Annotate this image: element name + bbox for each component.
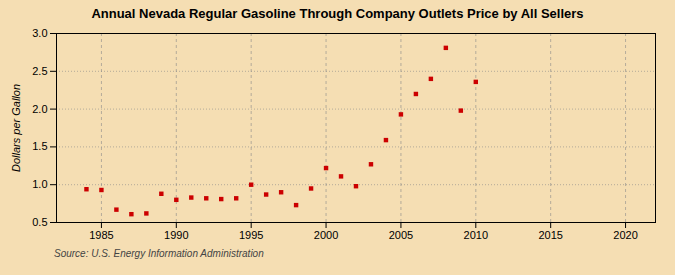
svg-text:1.5: 1.5 [32,140,47,152]
svg-text:2020: 2020 [613,229,637,241]
svg-text:2.0: 2.0 [32,103,47,115]
svg-text:Dollars per Gallon: Dollars per Gallon [10,84,22,172]
svg-text:2010: 2010 [464,229,488,241]
svg-text:2015: 2015 [538,229,562,241]
svg-text:2.5: 2.5 [32,65,47,77]
svg-text:0.5: 0.5 [32,216,47,228]
svg-text:1.0: 1.0 [32,178,47,190]
html-text:Annual Nevada Regular Gasoline: Annual Nevada Regular Gasoline Through C… [91,6,584,21]
svg-text:1985: 1985 [89,229,113,241]
svg-text:2000: 2000 [314,229,338,241]
svg-text:2005: 2005 [389,229,413,241]
svg-text:1990: 1990 [164,229,188,241]
svg-text:1995: 1995 [239,229,263,241]
html-text:Source: U.S. Energy Informatio: Source: U.S. Energy Information Administ… [54,248,264,259]
svg-text:3.0: 3.0 [32,27,47,39]
